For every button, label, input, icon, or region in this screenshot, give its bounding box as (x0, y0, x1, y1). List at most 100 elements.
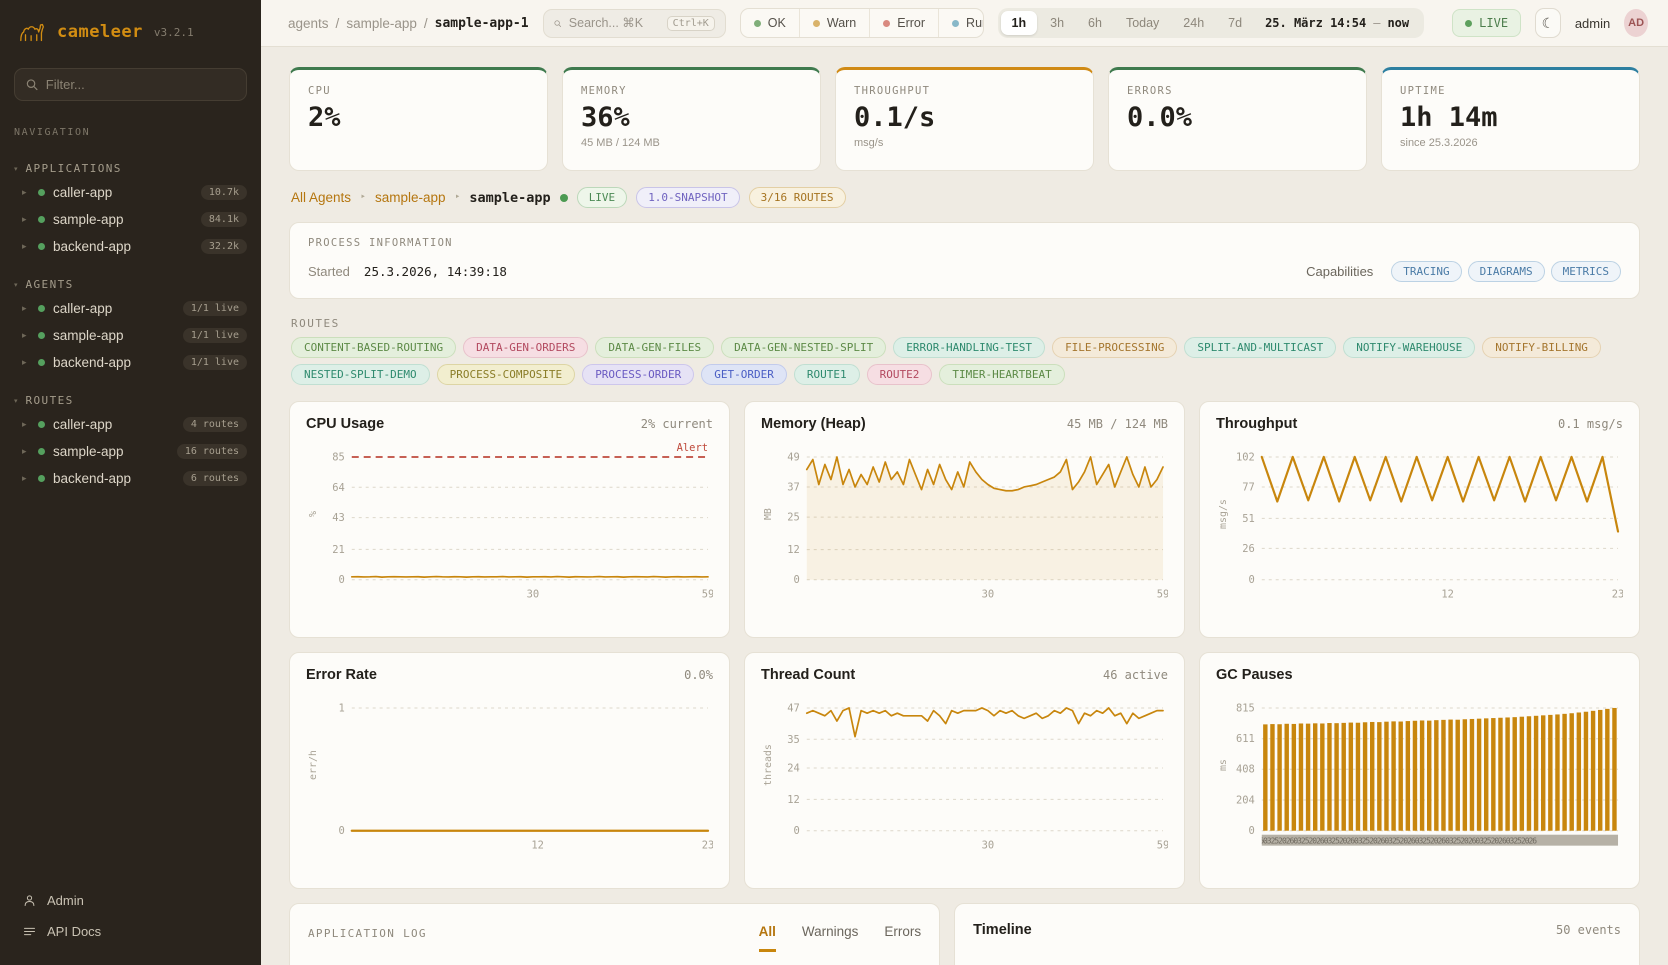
chart-current-value: 0.1 msg/s (1557, 417, 1623, 431)
sidebar-item-api-docs[interactable]: API Docs (0, 916, 261, 947)
ok-status-dot (753, 19, 761, 27)
chart-title: Throughput (1216, 416, 1298, 432)
capability-metrics[interactable]: METRICS (1550, 261, 1621, 282)
sidebar-item-agent-backend-app[interactable]: ▸ backend-app 1/1 live (0, 349, 261, 376)
route-tag[interactable]: TIMER-HEARTBEAT (939, 364, 1065, 385)
topbar: agents / sample-app / sample-app-1 Ctrl+… (261, 0, 1668, 47)
svg-text:202603252026032520260325202603: 2026032520260325202603252026032520260325… (1248, 837, 1537, 846)
date-range-separator: — (1373, 16, 1381, 30)
sidebar-item-routes-caller-app[interactable]: ▸ caller-app 4 routes (0, 411, 261, 438)
date-range-to: now (1387, 16, 1410, 30)
log-tab-errors[interactable]: Errors (884, 924, 922, 939)
bottom-panels: APPLICATION LOG All Warnings Errors Time… (289, 903, 1640, 965)
sidebar-filter[interactable] (14, 68, 247, 101)
route-tag[interactable]: PROCESS-COMPOSITE (436, 364, 576, 385)
section-header-agents[interactable]: ▾ AGENTS (0, 274, 261, 295)
badge-routes-count[interactable]: 3/16 ROUTES (748, 187, 846, 208)
search-input[interactable] (568, 16, 659, 30)
route-tag[interactable]: CONTENT-BASED-ROUTING (291, 337, 457, 358)
svg-text:85: 85 (332, 451, 345, 463)
time-range-3h[interactable]: 3h (1050, 16, 1065, 30)
svg-text:77: 77 (1242, 482, 1255, 494)
time-range-6h[interactable]: 6h (1088, 16, 1102, 30)
global-search[interactable]: Ctrl+K (542, 8, 726, 38)
warn-status-dot (812, 19, 820, 27)
time-range-24h[interactable]: 24h (1183, 16, 1205, 30)
sidebar-item-agent-sample-app[interactable]: ▸ sample-app 1/1 live (0, 322, 261, 349)
badge-live[interactable]: LIVE (576, 187, 628, 208)
breadcrumb-separator: / (335, 15, 340, 31)
brand-logo[interactable]: cameleer v3.2.1 (0, 0, 261, 60)
sidebar-item-badge: 10.7k (200, 185, 247, 200)
metric-sub (308, 137, 529, 150)
route-tag[interactable]: FILE-PROCESSING (1052, 337, 1178, 358)
agent-link-sample-app[interactable]: sample-app (374, 190, 446, 205)
breadcrumb-link[interactable]: sample-app (346, 15, 417, 31)
filter-input[interactable] (45, 77, 235, 92)
log-tab-warnings[interactable]: Warnings (801, 924, 859, 939)
sidebar-item-label: sample-app (53, 328, 124, 343)
route-tag[interactable]: ERROR-HANDLING-TEST (893, 337, 1046, 358)
svg-text:Alert: Alert (677, 442, 708, 454)
agent-current: sample-app (469, 189, 551, 206)
sidebar-footer: Admin API Docs (0, 875, 261, 965)
status-filter-label: Warn (826, 16, 857, 30)
capability-diagrams[interactable]: DIAGRAMS (1467, 261, 1545, 282)
avatar[interactable]: AD (1624, 9, 1648, 37)
status-filter-error[interactable]: Error (870, 9, 940, 37)
theme-toggle-button[interactable]: ☾ (1535, 8, 1561, 38)
sidebar-item-badge: 1/1 live (182, 355, 247, 370)
route-tag[interactable]: PROCESS-ORDER (582, 364, 695, 385)
sidebar-item-admin[interactable]: Admin (0, 885, 261, 916)
user-name: admin (1574, 15, 1611, 31)
chevron-right-icon: ▸ (22, 214, 27, 224)
sidebar-item-routes-sample-app[interactable]: ▸ sample-app 16 routes (0, 438, 261, 465)
sidebar-item-app-backend-app[interactable]: ▸ backend-app 32.2k (0, 233, 261, 260)
route-tag[interactable]: ROUTE2 (866, 364, 933, 385)
sidebar-item-agent-caller-app[interactable]: ▸ caller-app 1/1 live (0, 295, 261, 322)
search-icon (26, 79, 38, 91)
route-tag[interactable]: ROUTE1 (793, 364, 860, 385)
sidebar-item-label: sample-app (53, 212, 124, 227)
sidebar-item-app-sample-app[interactable]: ▸ sample-app 84.1k (0, 206, 261, 233)
svg-text:0: 0 (1249, 825, 1255, 837)
metric-label: ERRORS (1127, 85, 1173, 97)
badge-version[interactable]: 1.0-SNAPSHOT (636, 187, 740, 208)
svg-text:64: 64 (332, 482, 345, 494)
section-header-applications[interactable]: ▾ APPLICATIONS (0, 158, 261, 179)
route-tag[interactable]: NOTIFY-WAREHOUSE (1343, 337, 1476, 358)
sidebar-item-app-caller-app[interactable]: ▸ caller-app 10.7k (0, 179, 261, 206)
sidebar-item-routes-backend-app[interactable]: ▸ backend-app 6 routes (0, 465, 261, 492)
status-filter-label: OK (767, 16, 786, 30)
breadcrumb-link[interactable]: agents (288, 15, 329, 31)
live-indicator[interactable]: LIVE (1452, 9, 1522, 37)
svg-text:%: % (308, 511, 319, 517)
route-tag[interactable]: NESTED-SPLIT-DEMO (291, 364, 430, 385)
status-filter-warn[interactable]: Warn (800, 9, 871, 37)
timeline-title: Timeline (973, 922, 1032, 938)
route-tag[interactable]: DATA-GEN-ORDERS (463, 337, 589, 358)
timeline-events-count: 50 events (1555, 923, 1621, 937)
status-filter-running[interactable]: Running (939, 9, 983, 37)
route-tag[interactable]: GET-ORDER (701, 364, 787, 385)
route-tag[interactable]: SPLIT-AND-MULTICAST (1184, 337, 1337, 358)
time-range-today[interactable]: Today (1125, 16, 1160, 30)
status-dot-green (38, 475, 45, 482)
status-filter-label: Error (897, 16, 926, 30)
caret-down-icon: ▾ (14, 281, 18, 289)
svg-text:815: 815 (1236, 702, 1255, 714)
agent-link-all-agents[interactable]: All Agents (291, 190, 352, 205)
route-tag[interactable]: NOTIFY-BILLING (1482, 337, 1601, 358)
nav-section-label: NAVIGATION (14, 127, 91, 138)
metric-sub (1127, 137, 1348, 150)
time-range-1h[interactable]: 1h (1000, 11, 1038, 35)
route-tag[interactable]: DATA-GEN-FILES (595, 337, 715, 358)
status-filter-ok[interactable]: OK (741, 9, 800, 37)
date-range-display[interactable]: 25. März 14:54 — now (1255, 16, 1421, 30)
route-tag[interactable]: DATA-GEN-NESTED-SPLIT (721, 337, 887, 358)
log-tab-all[interactable]: All (758, 924, 776, 952)
time-range-7d[interactable]: 7d (1228, 16, 1243, 30)
section-header-routes[interactable]: ▾ ROUTES (0, 390, 261, 411)
capability-tracing[interactable]: TRACING (1391, 261, 1462, 282)
memory-heap-plot: MB 49 37 25 12 0 30 59 (763, 451, 1168, 600)
